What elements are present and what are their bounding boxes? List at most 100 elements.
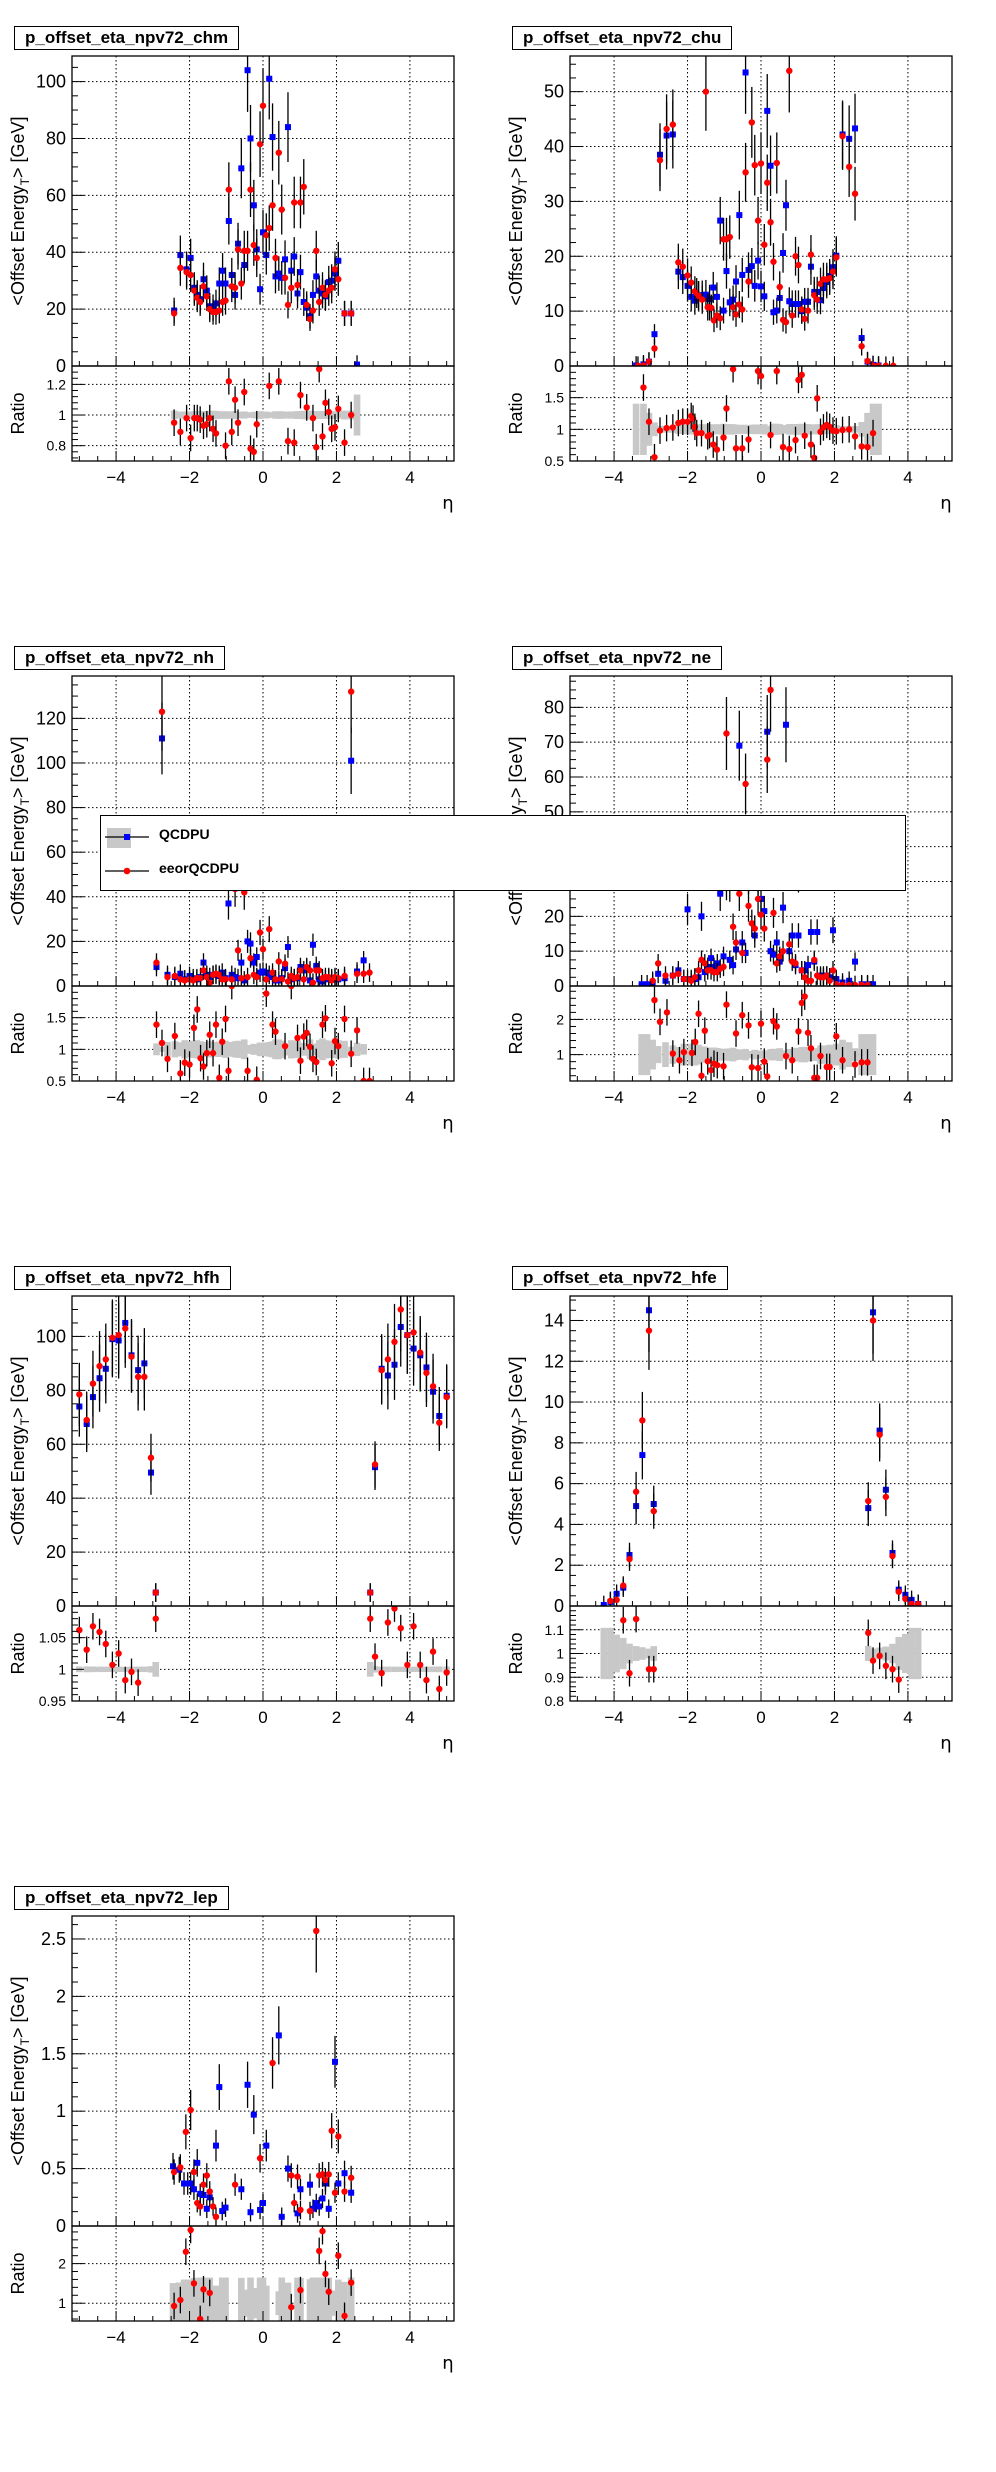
- ratio-point: [720, 434, 727, 441]
- x-tick-label: −2: [180, 2328, 199, 2347]
- ratio-point: [651, 996, 658, 1004]
- ratio-point: [206, 1031, 213, 1038]
- ratio-point: [341, 439, 348, 446]
- qcdpu-point: [222, 280, 229, 287]
- eeorqcdpu-point: [770, 909, 777, 917]
- ratio-band-bin: [607, 1627, 614, 1680]
- qcdpu-point: [726, 299, 733, 306]
- ratio-point: [626, 1670, 633, 1677]
- eeorqcdpu-point: [813, 296, 821, 303]
- qcdpu-point: [238, 959, 245, 966]
- qcdpu-point: [367, 0, 373, 6]
- ratio-band-bin: [278, 2277, 286, 2321]
- y-axis-label-subscript: T: [18, 1417, 32, 1425]
- ratio-point: [177, 2296, 184, 2304]
- ratio-point: [196, 2315, 204, 2321]
- eeorqcdpu-point: [770, 258, 777, 265]
- ratio-point: [645, 418, 653, 425]
- eeorqcdpu-point: [76, 1391, 83, 1398]
- ratio-band-bin: [315, 411, 323, 419]
- ratio-point: [869, 1657, 877, 1664]
- eeorqcdpu-point: [253, 973, 260, 981]
- y-axis-label: <Offset EnergyT> [GeV]: [8, 736, 32, 925]
- eeorqcdpu-point: [297, 199, 304, 206]
- ratio-band-bin: [751, 424, 759, 435]
- qcdpu-point: [222, 2204, 229, 2211]
- eeorqcdpu-point: [889, 1552, 896, 1560]
- eeorqcdpu-point: [122, 1325, 129, 1332]
- upper-plot-area: [633, 56, 897, 366]
- x-tick-label: −2: [180, 1708, 199, 1727]
- upper-plot-area: [600, 1296, 922, 1606]
- ratio-point: [782, 1052, 790, 1060]
- legend-label: QCDPU: [159, 826, 210, 842]
- ratio-point: [212, 1021, 220, 1028]
- eeorqcdpu-point: [152, 1589, 159, 1596]
- eeorqcdpu-point: [300, 976, 307, 983]
- eeorqcdpu-point: [272, 976, 279, 983]
- eeorqcdpu-point: [723, 730, 730, 737]
- ratio-point: [620, 1617, 627, 1624]
- eeorqcdpu-point: [313, 1927, 320, 1935]
- eeorqcdpu-point: [443, 1393, 450, 1401]
- eeorqcdpu-point: [839, 132, 846, 140]
- eeorqcdpu-point: [306, 315, 314, 323]
- ratio-point: [807, 441, 815, 448]
- ratio-point: [676, 1057, 683, 1064]
- qcdpu-point: [331, 2058, 338, 2065]
- ratio-point: [663, 424, 670, 432]
- ratio-point: [698, 429, 705, 437]
- qcdpu-point: [651, 331, 658, 338]
- y-tick-label: 40: [46, 242, 66, 262]
- eeorqcdpu-point: [319, 284, 326, 291]
- ratio-point: [331, 424, 339, 431]
- eeorqcdpu-point: [786, 941, 793, 948]
- x-tick-label: −4: [106, 1708, 125, 1727]
- ratio-point: [410, 1623, 417, 1630]
- y-tick-label: 2: [56, 1986, 66, 2006]
- eeorqcdpu-point: [829, 268, 837, 275]
- eeorqcdpu-point: [404, 1331, 411, 1339]
- y-axis-label-subscript: T: [18, 797, 32, 805]
- ratio-band-bin: [263, 2285, 270, 2321]
- y-tick-label: 20: [544, 906, 564, 926]
- y-axis-label: <Offset EnergyT> [GeV]: [506, 1356, 530, 1545]
- ratio-band-bin: [366, 1661, 374, 1677]
- chart-title: p_offset_eta_npv72_lep: [14, 1886, 229, 1910]
- ratio-band-bin: [645, 1648, 653, 1659]
- x-axis-label: η: [442, 2353, 453, 2374]
- ratio-point: [801, 432, 808, 439]
- ratio-point: [764, 1073, 771, 1080]
- ratio-point: [222, 1015, 229, 1023]
- qcdpu-point: [717, 890, 724, 897]
- eeorqcdpu-point: [710, 317, 718, 324]
- eeorqcdpu-point: [391, 1338, 398, 1346]
- ratio-band-bin: [895, 1637, 903, 1670]
- eeorqcdpu-point: [281, 960, 289, 967]
- eeorqcdpu-point: [801, 315, 808, 323]
- ratio-tick-label: 0.5: [545, 453, 565, 469]
- eeorqcdpu-point: [645, 1327, 653, 1334]
- ratio-point: [366, 1077, 373, 1081]
- ratio-band-bin: [152, 1661, 160, 1677]
- ratio-point: [341, 1015, 348, 1023]
- ratio-band-bin: [180, 2279, 188, 2321]
- eeorqcdpu-point: [341, 2188, 348, 2195]
- qcdpu-point: [278, 274, 285, 281]
- ratio-point: [335, 2252, 342, 2259]
- ratio-band-bin: [181, 1040, 189, 1059]
- qcdpu-point: [335, 257, 342, 264]
- x-tick-label: −4: [106, 2328, 125, 2347]
- ratio-point: [297, 2286, 304, 2294]
- ratio-point: [297, 391, 304, 399]
- ratio-band-bin: [864, 412, 871, 446]
- qcdpu-point: [266, 75, 273, 82]
- ratio-band-bin: [902, 1633, 909, 1674]
- ratio-point: [864, 443, 871, 451]
- ratio-point: [315, 2247, 323, 2255]
- ratio-band-bin: [341, 1040, 348, 1058]
- eeorqcdpu-point: [908, 1600, 915, 1606]
- eeorqcdpu-point: [669, 972, 677, 979]
- ratio-point: [423, 1676, 430, 1684]
- qcdpu-point: [219, 2208, 226, 2215]
